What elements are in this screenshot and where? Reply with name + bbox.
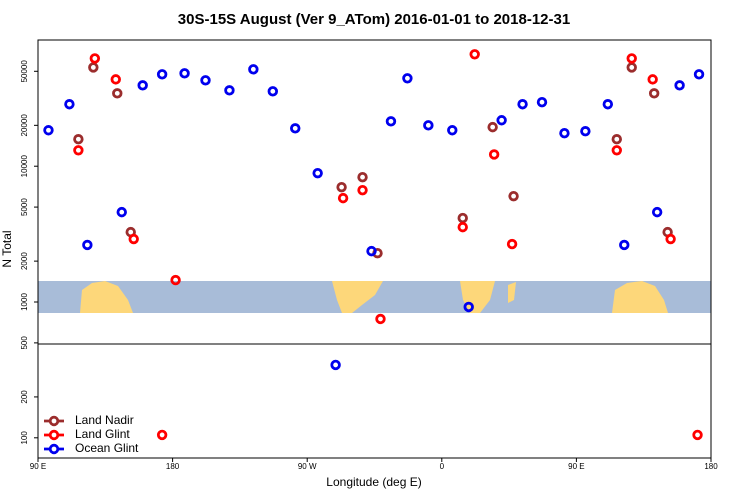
- legend-label: Ocean Glint: [75, 441, 139, 455]
- data-point: [602, 99, 614, 110]
- data-point: [488, 149, 500, 160]
- data-point: [665, 233, 676, 245]
- data-point: [290, 123, 301, 134]
- data-point: [330, 359, 341, 371]
- y-tick-label: 1000: [20, 293, 29, 311]
- data-point: [457, 212, 468, 224]
- data-point: [248, 64, 259, 75]
- data-point: [611, 145, 622, 156]
- y-axis-label: N Total: [0, 230, 14, 267]
- legend-label: Land Glint: [75, 427, 130, 441]
- data-point: [267, 86, 279, 97]
- data-point: [648, 88, 660, 99]
- x-axis-label: Longitude (deg E): [326, 475, 421, 489]
- legend-marker: [48, 429, 60, 441]
- data-point: [611, 134, 622, 145]
- data-point: [626, 62, 637, 73]
- x-tick-label: 90 W: [298, 462, 317, 471]
- data-point: [112, 88, 123, 99]
- legend-label: Land Nadir: [75, 413, 134, 427]
- data-point: [336, 181, 347, 193]
- data-point: [487, 121, 498, 133]
- legend-marker: [48, 415, 60, 427]
- data-point: [457, 221, 468, 233]
- data-point: [156, 69, 168, 80]
- data-point: [375, 313, 386, 325]
- data-point: [357, 184, 368, 196]
- data-point: [463, 301, 474, 313]
- data-point: [469, 49, 480, 60]
- data-point: [89, 53, 101, 64]
- data-point: [692, 429, 703, 441]
- data-point: [580, 126, 591, 137]
- data-point: [88, 62, 99, 73]
- x-tick-label: 180: [166, 462, 180, 471]
- data-point: [647, 74, 658, 85]
- data-point: [447, 125, 458, 136]
- x-tick-label: 90 E: [30, 462, 46, 471]
- data-point: [110, 74, 121, 85]
- data-point: [517, 99, 528, 110]
- data-point: [200, 75, 211, 86]
- y-tick-label: 2000: [20, 252, 29, 270]
- x-tick-label: 180: [704, 462, 718, 471]
- data-point: [508, 190, 519, 202]
- y-tick-label: 500: [20, 336, 29, 350]
- data-point: [651, 206, 663, 218]
- plot-frame: [37, 39, 712, 459]
- data-point: [693, 69, 705, 80]
- y-tick-label: 20000: [20, 114, 29, 137]
- data-point: [156, 429, 168, 441]
- data-point: [116, 206, 127, 218]
- data-point: [385, 116, 397, 127]
- data-point: [312, 167, 323, 179]
- data-point: [43, 125, 54, 136]
- data-point: [366, 245, 377, 257]
- data-point: [137, 80, 148, 91]
- data-point: [128, 233, 139, 245]
- x-tick-label: 90 E: [568, 462, 584, 471]
- data-point: [82, 239, 93, 251]
- data-point: [619, 239, 630, 251]
- data-point: [559, 128, 570, 139]
- data-point: [73, 145, 84, 156]
- data-point: [170, 274, 181, 286]
- data-point: [64, 99, 75, 110]
- legend-marker: [48, 443, 60, 455]
- data-point: [423, 120, 434, 131]
- data-point: [402, 73, 413, 84]
- map-background: [38, 281, 711, 313]
- data-point: [626, 53, 637, 64]
- y-tick-label: 10000: [20, 155, 29, 178]
- data-point: [357, 171, 368, 183]
- data-point: [73, 134, 84, 145]
- data-point: [506, 238, 518, 250]
- data-point: [179, 68, 190, 79]
- y-tick-label: 200: [20, 390, 29, 404]
- data-point: [674, 80, 685, 91]
- data-point: [536, 97, 548, 108]
- chart-title: 30S-15S August (Ver 9_ATom) 2016-01-01 t…: [178, 11, 570, 28]
- y-tick-label: 5000: [20, 198, 29, 216]
- data-point: [496, 115, 507, 126]
- data-point: [224, 85, 235, 96]
- y-tick-label: 100: [20, 431, 29, 445]
- x-tick-label: 0: [440, 462, 445, 471]
- data-point: [337, 192, 349, 204]
- y-tick-label: 50000: [20, 60, 29, 83]
